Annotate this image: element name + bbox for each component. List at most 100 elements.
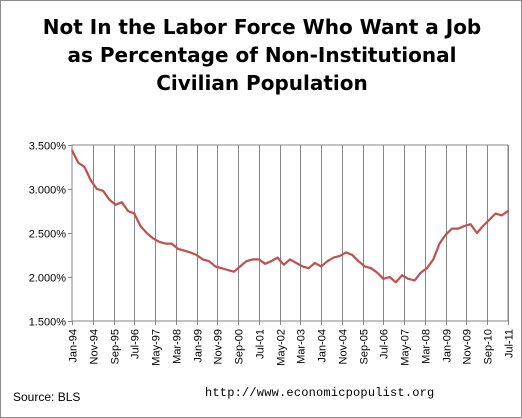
data-point: [133, 212, 136, 215]
data-point: [476, 232, 478, 234]
data-point: [96, 188, 98, 190]
data-point: [289, 258, 291, 261]
data-point: [320, 265, 322, 268]
x-tick-label: Jul-01: [255, 329, 267, 359]
data-point: [127, 210, 129, 212]
x-tick-label: Nov-99: [213, 329, 225, 364]
data-point: [83, 166, 86, 168]
data-point: [351, 254, 354, 256]
x-tick-label: Mar-03: [296, 329, 308, 364]
data-point: [395, 281, 397, 284]
data-point: [264, 262, 266, 265]
data-point: [158, 240, 161, 243]
data-point: [388, 276, 391, 278]
data-point: [201, 258, 204, 261]
data-point: [164, 242, 167, 245]
data-point: [438, 242, 441, 245]
data-point: [102, 189, 104, 192]
plot-area: [71, 144, 509, 322]
data-point: [208, 260, 210, 263]
title-line-1: Not In the Labor Force Who Want a Job: [42, 15, 482, 39]
x-tick-label: May-07: [400, 329, 412, 366]
data-point: [108, 198, 111, 201]
y-tick-label: 2.000%: [29, 273, 67, 285]
data-point: [307, 267, 310, 270]
x-tick-label: Jan-09: [442, 329, 454, 363]
x-tick-label: Sep-00: [234, 329, 246, 364]
x-tick-label: Sep-05: [359, 329, 371, 364]
y-tick-label: 2.500%: [29, 229, 67, 241]
x-tick-label: Nov-94: [89, 329, 101, 364]
x-tick-label: Nov-04: [338, 329, 350, 364]
data-point: [413, 279, 416, 282]
data-point: [357, 260, 360, 263]
x-tick-label: Mar-98: [172, 329, 184, 364]
data-point: [114, 203, 117, 206]
data-point: [120, 201, 123, 204]
data-point: [295, 262, 298, 264]
title-line-2: as Percentage of Non-Institutional: [67, 43, 457, 67]
data-point: [444, 233, 447, 236]
data-point: [239, 265, 242, 268]
source-note: Source: BLS: [13, 390, 81, 404]
x-tick-label: Jan-94: [68, 329, 80, 363]
data-point: [338, 255, 341, 257]
data-point: [419, 271, 422, 274]
x-tick-label: Jan-04: [317, 329, 329, 363]
data-point: [226, 269, 229, 271]
data-point: [214, 265, 217, 268]
data-point: [507, 210, 509, 212]
data-point: [494, 212, 497, 215]
data-point: [170, 242, 173, 245]
x-tick-label: Jul-96: [130, 329, 142, 359]
data-point: [71, 149, 73, 152]
data-point: [463, 225, 466, 227]
data-point: [89, 179, 92, 182]
data-point: [220, 267, 223, 270]
x-tick-label: Sep-10: [483, 329, 495, 364]
title-line-3: Civilian Population: [156, 71, 368, 95]
data-point: [233, 270, 235, 273]
y-tick-label: 3.000%: [29, 185, 67, 197]
website-url: http://www.economicpopulist.org: [205, 386, 435, 400]
data-point: [177, 247, 179, 250]
data-point: [282, 263, 285, 266]
data-point: [332, 256, 335, 259]
x-tick-label: Jan-99: [193, 329, 205, 363]
data-point: [488, 218, 491, 221]
y-tick-label: 3.500%: [29, 141, 67, 153]
data-point: [457, 227, 460, 230]
data-point: [276, 256, 279, 259]
data-point: [401, 274, 403, 277]
data-point: [301, 265, 304, 268]
data-point: [500, 214, 503, 217]
data-point: [376, 271, 379, 274]
data-point: [77, 161, 80, 164]
data-point: [195, 254, 198, 256]
data-point: [451, 227, 453, 230]
data-point: [407, 277, 410, 280]
data-point: [432, 258, 435, 261]
data-point: [245, 260, 248, 263]
data-point: [363, 265, 366, 268]
chart-title: Not In the Labor Force Who Want a Job as…: [1, 13, 522, 97]
x-tick-label: May-97: [151, 329, 163, 366]
data-point: [183, 249, 186, 252]
data-point: [370, 267, 372, 270]
x-tick-label: Nov-09: [462, 329, 474, 364]
data-point: [345, 251, 347, 254]
data-point: [152, 237, 154, 240]
data-point: [258, 258, 260, 261]
data-point: [145, 232, 148, 234]
x-tick-label: Sep-95: [110, 329, 122, 364]
data-point: [326, 260, 329, 263]
x-tick-label: Mar-08: [421, 329, 433, 364]
x-tick-label: Jul-06: [379, 329, 391, 359]
data-point: [469, 223, 472, 226]
x-tick-label: Jul-11: [504, 329, 516, 358]
data-point: [426, 267, 428, 270]
y-tick-label: 1.500%: [29, 317, 67, 329]
data-point: [382, 277, 385, 280]
data-point: [314, 262, 316, 264]
